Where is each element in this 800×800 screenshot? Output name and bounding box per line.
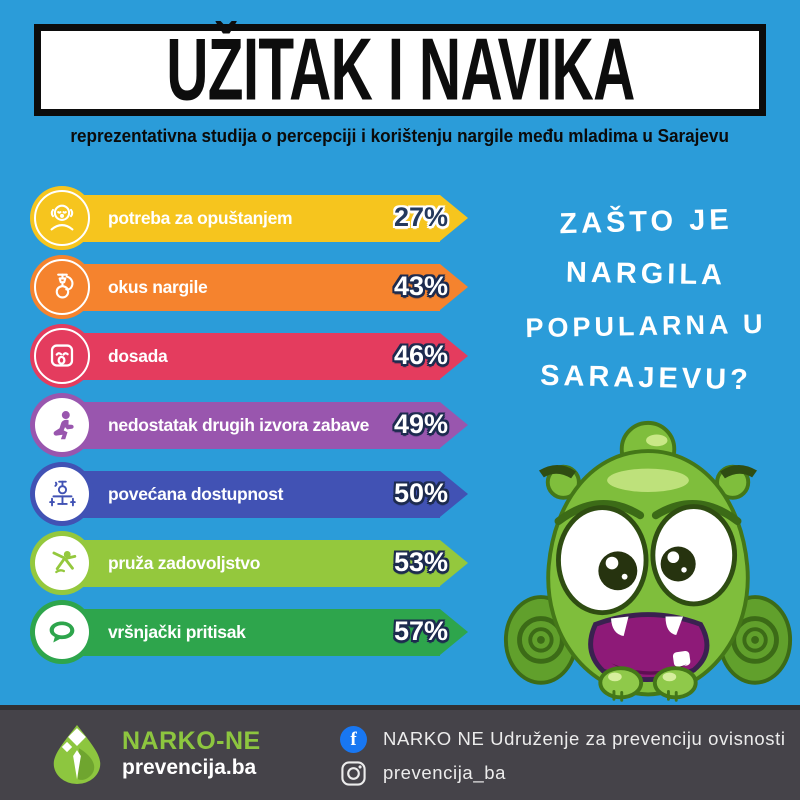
sad-face-icon xyxy=(30,324,94,388)
bar-label: okus nargile xyxy=(108,276,208,297)
subtitle-text: reprezentativna studija o percepciji i k… xyxy=(70,126,730,146)
bar-value: 53% xyxy=(393,546,448,577)
social-links: f NARKO NE Udruženje za prevenciju ovisn… xyxy=(340,722,786,790)
question-line: NARGILA xyxy=(565,256,727,292)
hookah-icon xyxy=(30,255,94,319)
bar: potreba za opuštanjem 27% xyxy=(62,194,468,242)
bar: vršnjački pritisak 57% xyxy=(62,608,468,656)
facebook-icon: f xyxy=(340,725,367,753)
brand-block: NARKO-NE prevencija.ba xyxy=(122,727,261,780)
title-box: UŽITAK I NAVIKA xyxy=(34,24,766,116)
question-line: POPULARNA U xyxy=(525,308,767,344)
narko-ne-logo xyxy=(53,724,101,785)
bar-row: vršnjački pritisak 57% xyxy=(30,600,468,664)
joyful-person-icon xyxy=(30,531,94,595)
brand-name: NARKO-NE xyxy=(122,727,261,755)
subtitle: reprezentativna studija o percepciji i k… xyxy=(0,126,800,147)
bar-value: 27% xyxy=(393,201,448,232)
instagram-icon xyxy=(340,760,367,787)
footer: NARKO-NE prevencija.ba f NARKO NE Udruže… xyxy=(0,705,800,800)
bar-label: nedostatak drugih izvora zabave xyxy=(108,414,370,435)
bar: okus nargile 43% xyxy=(62,263,468,311)
bar-value: 46% xyxy=(393,339,448,370)
bar-row: dosada 46% xyxy=(30,324,468,388)
bar-value: 43% xyxy=(393,270,448,301)
facebook-row: f NARKO NE Udruženje za prevenciju ovisn… xyxy=(340,722,786,756)
bored-person-icon xyxy=(30,393,94,457)
bar-row: pruža zadovoljstvo 53% xyxy=(30,531,468,595)
instagram-row: prevencija_ba xyxy=(340,756,786,790)
hookah-lounge-icon xyxy=(30,462,94,526)
monster-paws xyxy=(598,666,698,702)
bar: povećana dostupnost 50% xyxy=(62,470,468,518)
bar-label: dosada xyxy=(108,345,168,366)
bar-row: potreba za opuštanjem 27% xyxy=(30,186,468,250)
page-title: UŽITAK I NAVIKA xyxy=(165,21,635,119)
bar-label: potreba za opuštanjem xyxy=(108,207,293,228)
speech-bubble-icon xyxy=(30,600,94,664)
bar-value: 49% xyxy=(393,408,448,439)
bar-label: pruža zadovoljstvo xyxy=(108,552,261,573)
bar-value: 57% xyxy=(393,615,448,646)
reasons-list: potreba za opuštanjem 27% okus nargile 4… xyxy=(30,186,468,669)
instagram-label: prevencija_ba xyxy=(383,762,506,783)
facebook-label: NARKO NE Udruženje za prevenciju ovisnos… xyxy=(383,728,786,749)
bar-row: nedostatak drugih izvora zabave 49% xyxy=(30,393,468,457)
bar: pruža zadovoljstvo 53% xyxy=(62,539,468,587)
bar: dosada 46% xyxy=(62,332,468,380)
bar-label: vršnjački pritisak xyxy=(108,621,246,642)
relaxed-person-icon xyxy=(30,186,94,250)
scared-monster-mascot xyxy=(503,420,793,702)
brand-domain: prevencija.ba xyxy=(122,755,257,779)
question-line: ZAŠTO JE xyxy=(558,203,734,241)
bar-row: okus nargile 43% xyxy=(30,255,468,319)
bar-label: povećana dostupnost xyxy=(108,483,284,504)
bar-row: povećana dostupnost 50% xyxy=(30,462,468,526)
bar: nedostatak drugih izvora zabave 49% xyxy=(62,401,468,449)
bar-value: 50% xyxy=(393,477,448,508)
question-text: ZAŠTO JE NARGILA POPULARNA U SARAJEVU? xyxy=(498,196,794,404)
question-line: SARAJEVU? xyxy=(539,359,753,397)
